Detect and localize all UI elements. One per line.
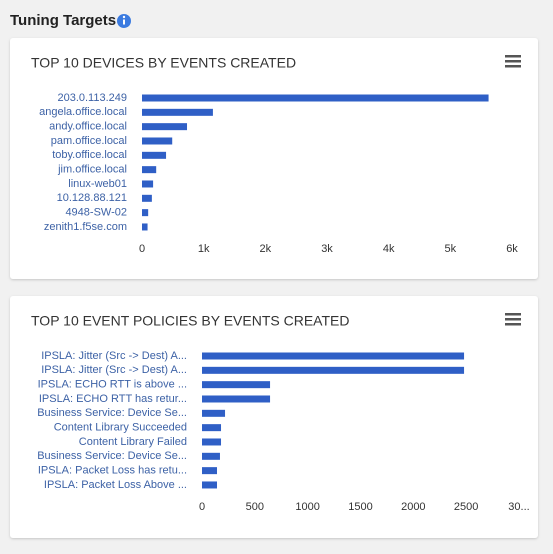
bar <box>202 409 226 417</box>
y-tick-label: Content Library Succeeded <box>54 422 187 434</box>
bar <box>142 151 167 159</box>
x-tick-label: 500 <box>246 501 264 513</box>
y-tick-label: jim.office.local <box>57 164 127 176</box>
y-tick-label: IPSLA: Packet Loss has retu... <box>38 465 187 477</box>
bar <box>202 424 222 432</box>
bar <box>202 395 271 403</box>
x-tick-label: 1000 <box>295 501 319 513</box>
x-tick-label: 6k <box>506 243 518 255</box>
x-tick-label: 0 <box>139 243 145 255</box>
y-tick-label: IPSLA: Packet Loss Above ... <box>44 479 187 491</box>
x-tick-label: 1k <box>198 243 210 255</box>
y-tick-label: andy.office.local <box>49 121 127 133</box>
y-tick-label: IPSLA: ECHO RTT has retur... <box>39 393 187 405</box>
y-tick-label: IPSLA: Jitter (Src -> Dest) A... <box>41 364 187 376</box>
bar <box>202 452 220 460</box>
bar <box>202 467 218 475</box>
bar <box>142 166 157 174</box>
bar <box>142 137 173 145</box>
x-tick-label: 30... <box>508 501 529 513</box>
x-tick-label: 3k <box>321 243 333 255</box>
bar <box>142 223 148 231</box>
x-tick-label: 2k <box>260 243 272 255</box>
x-tick-label: 4k <box>383 243 395 255</box>
bar <box>142 209 149 217</box>
y-tick-label: IPSLA: Jitter (Src -> Dest) A... <box>41 350 187 362</box>
x-tick-label: 2500 <box>454 501 478 513</box>
x-tick-label: 0 <box>199 501 205 513</box>
bar <box>202 352 465 360</box>
chart-title: TOP 10 EVENT POLICIES BY EVENTS CREATED <box>31 313 349 329</box>
x-tick-label: 5k <box>445 243 457 255</box>
y-tick-label: pam.office.local <box>51 135 127 147</box>
bar <box>142 180 154 188</box>
y-tick-label: angela.office.local <box>39 106 127 118</box>
menu-button[interactable] <box>505 313 521 326</box>
y-tick-label: zenith1.f5se.com <box>44 221 127 233</box>
bar <box>142 94 489 102</box>
y-tick-label: 10.128.88.121 <box>57 192 127 204</box>
x-tick-label: 1500 <box>348 501 372 513</box>
y-tick-label: linux-web01 <box>68 178 127 190</box>
y-tick-label: 4948-SW-02 <box>65 207 127 219</box>
bar <box>202 438 222 446</box>
bar <box>202 481 218 489</box>
chart-title: TOP 10 DEVICES BY EVENTS CREATED <box>31 55 296 71</box>
menu-button[interactable] <box>505 55 521 68</box>
y-tick-label: Business Service: Device Se... <box>37 407 187 419</box>
y-tick-label: 203.0.113.249 <box>57 92 127 104</box>
bar <box>142 123 188 131</box>
x-tick-label: 2000 <box>401 501 425 513</box>
info-icon[interactable] <box>117 14 131 28</box>
y-tick-label: toby.office.local <box>52 149 127 161</box>
y-tick-label: Business Service: Device Se... <box>37 450 187 462</box>
y-tick-label: IPSLA: ECHO RTT is above ... <box>38 379 187 391</box>
bar <box>142 108 213 116</box>
bar <box>202 366 465 374</box>
page-title: Tuning Targets <box>10 12 116 29</box>
bar <box>142 194 152 202</box>
y-tick-label: Content Library Failed <box>79 436 187 448</box>
bar <box>202 381 271 389</box>
